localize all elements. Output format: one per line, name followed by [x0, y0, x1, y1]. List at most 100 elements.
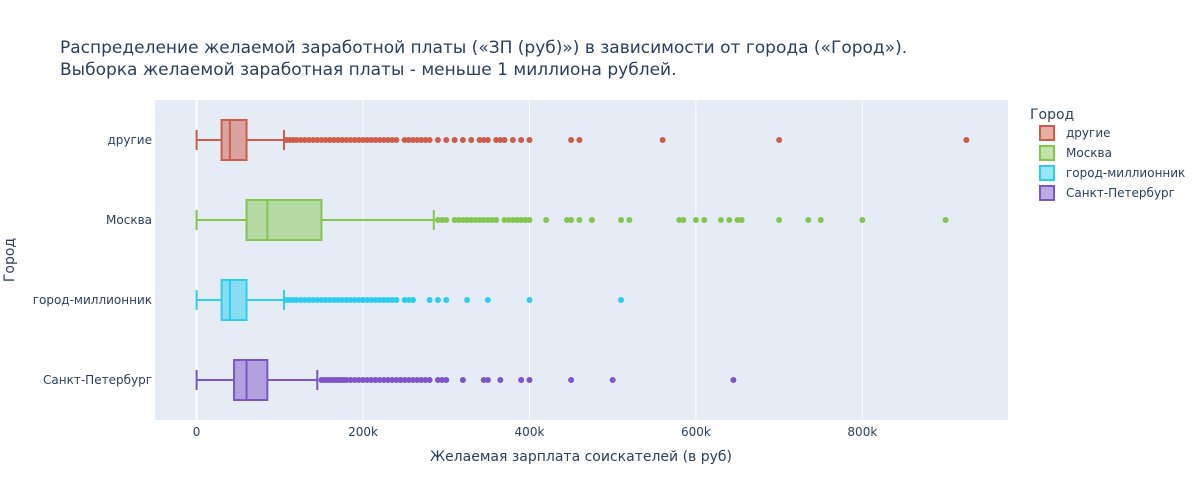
outlier-point [318, 137, 325, 143]
outlier-point [726, 217, 733, 223]
outlier-point [318, 297, 325, 303]
outlier-point [464, 217, 471, 223]
outlier-point [568, 377, 575, 383]
outlier-point [310, 137, 317, 143]
outlier-point [355, 137, 362, 143]
outlier-point [526, 377, 533, 383]
outlier-point [409, 377, 416, 383]
box-series [195, 359, 737, 401]
outlier-point [443, 297, 450, 303]
outlier-point [322, 137, 329, 143]
outlier-point [393, 377, 400, 383]
y-tick-label: Москва [106, 213, 152, 227]
outlier-point [509, 137, 516, 143]
outlier-point [372, 377, 379, 383]
outlier-point [443, 377, 450, 383]
legend-swatch [1039, 125, 1055, 141]
outlier-point [963, 137, 970, 143]
outlier-point [414, 137, 421, 143]
outlier-point [480, 377, 487, 383]
legend-title: Город [1030, 107, 1074, 123]
outlier-point [355, 297, 362, 303]
outlier-point [484, 137, 491, 143]
y-tick-label: другие [107, 133, 152, 147]
outlier-point [609, 377, 616, 383]
outlier-point [451, 217, 458, 223]
outlier-point [326, 297, 333, 303]
outlier-point [414, 377, 421, 383]
outlier-point [339, 297, 346, 303]
outlier-point [484, 377, 491, 383]
outlier-point [343, 377, 350, 383]
outlier-point [335, 137, 342, 143]
outlier-point [310, 297, 317, 303]
outlier-point [330, 297, 337, 303]
outlier-point [817, 217, 824, 223]
outlier-point [426, 297, 433, 303]
outlier-point [676, 217, 683, 223]
outlier-point [380, 137, 387, 143]
outlier-point [518, 137, 525, 143]
outlier-point [434, 297, 441, 303]
outlier-point [314, 297, 321, 303]
outlier-point [734, 217, 741, 223]
outlier-point [505, 217, 512, 223]
outlier-point [501, 137, 508, 143]
outlier-point [422, 377, 429, 383]
outlier-point [330, 137, 337, 143]
outlier-point [355, 377, 362, 383]
outlier-point [351, 137, 358, 143]
legend-label: город-миллионник [1066, 166, 1185, 180]
outlier-point [376, 137, 383, 143]
outlier-point [472, 217, 479, 223]
outlier-point [393, 137, 400, 143]
x-tick-label: 400k [515, 425, 545, 439]
outlier-point [364, 137, 371, 143]
outlier-point [364, 377, 371, 383]
outlier-point [397, 377, 404, 383]
box-series [195, 279, 625, 321]
box-series [195, 119, 970, 161]
outlier-point [701, 217, 708, 223]
outlier-point [563, 217, 570, 223]
outlier-point [405, 377, 412, 383]
box-iqr [220, 119, 248, 161]
y-tick-labels: другие Москва город-миллионник Санкт-Петерб… [33, 133, 152, 387]
outlier-point [776, 137, 783, 143]
outlier-point [717, 217, 724, 223]
outlier-point [443, 137, 450, 143]
x-tick-label: 200k [348, 425, 378, 439]
outlier-point [514, 217, 521, 223]
outlier-point [389, 137, 396, 143]
outlier-point [459, 137, 466, 143]
legend-swatch [1039, 165, 1055, 181]
outlier-point [439, 217, 446, 223]
outlier-point [518, 217, 525, 223]
legend-label: Москва [1066, 146, 1112, 160]
legend-label: другие [1066, 126, 1111, 140]
outlier-point [426, 377, 433, 383]
outlier-point [518, 377, 525, 383]
outlier-point [335, 297, 342, 303]
x-tick-label: 0 [193, 425, 201, 439]
outlier-point [326, 137, 333, 143]
outlier-point [476, 217, 483, 223]
outlier-point [360, 377, 367, 383]
outlier-point [526, 217, 533, 223]
outlier-point [409, 297, 416, 303]
outlier-point [293, 137, 300, 143]
outlier-point [347, 137, 354, 143]
outlier-point [659, 137, 666, 143]
box-iqr [245, 199, 323, 241]
outlier-point [568, 137, 575, 143]
outlier-point [497, 377, 504, 383]
outlier-point [459, 217, 466, 223]
outlier-point [418, 377, 425, 383]
outlier-point [405, 137, 412, 143]
outlier-point [730, 377, 737, 383]
outlier-point [522, 217, 529, 223]
outlier-point [526, 137, 533, 143]
plot-area [155, 100, 1008, 420]
legend-item: Санкт-Петербург [1039, 185, 1175, 201]
